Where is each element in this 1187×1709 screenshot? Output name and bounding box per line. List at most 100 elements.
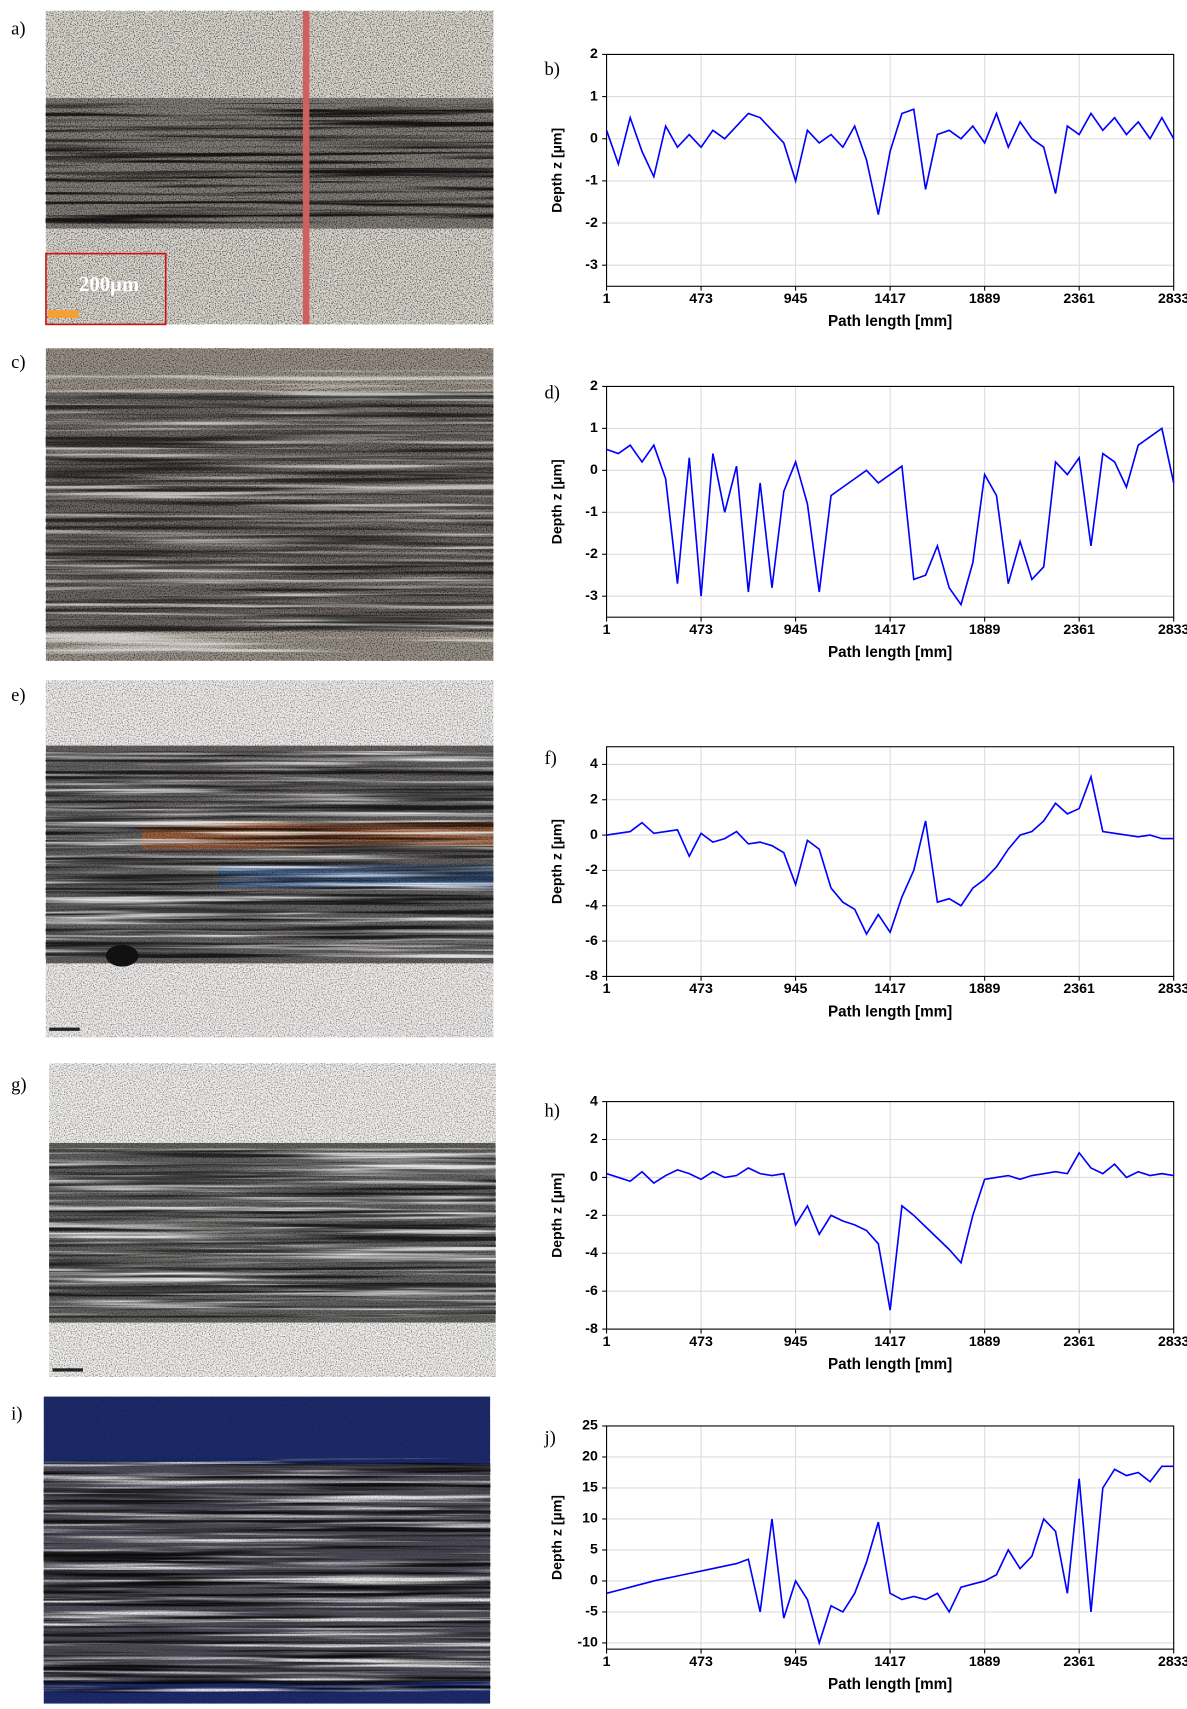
x-tick-label: 1889 bbox=[969, 980, 1001, 996]
x-tick-label: 1 bbox=[603, 290, 611, 306]
y-tick-label: 0 bbox=[590, 826, 598, 842]
x-axis-label: Path length [mm] bbox=[828, 1676, 952, 1693]
y-tick-label: -1 bbox=[585, 172, 598, 188]
panel-label: b) bbox=[545, 60, 560, 80]
plot-frame bbox=[606, 1425, 1175, 1650]
y-tick-label: -6 bbox=[585, 932, 598, 948]
x-axis-label: Path length [mm] bbox=[828, 313, 952, 330]
panel-label: c) bbox=[11, 353, 25, 373]
y-tick-label: 15 bbox=[582, 1479, 598, 1495]
x-tick-label: 2833 bbox=[1158, 980, 1187, 996]
y-tick-label: 2 bbox=[590, 790, 598, 806]
x-tick-label: 945 bbox=[784, 1333, 808, 1349]
panel-label: j) bbox=[544, 1428, 556, 1448]
y-tick-label: -2 bbox=[585, 214, 598, 230]
panel-label: i) bbox=[11, 1404, 22, 1424]
x-tick-label: 1 bbox=[603, 621, 611, 637]
panel-label: d) bbox=[545, 383, 560, 403]
y-tick-label: -3 bbox=[585, 256, 598, 272]
x-tick-label: 1 bbox=[603, 1333, 611, 1349]
y-tick-label: -8 bbox=[585, 1320, 598, 1336]
x-tick-label: 1417 bbox=[874, 980, 906, 996]
x-axis-label: Path length [mm] bbox=[828, 1003, 952, 1020]
micrograph-i bbox=[43, 1396, 491, 1704]
x-tick-label: 473 bbox=[689, 1653, 713, 1669]
y-axis-label: Depth z [µm] bbox=[548, 128, 564, 213]
y-tick-label: 2 bbox=[590, 45, 598, 61]
y-tick-label: -3 bbox=[585, 587, 598, 603]
y-tick-label: -4 bbox=[585, 1244, 598, 1260]
x-tick-label: 1 bbox=[603, 1653, 611, 1669]
x-tick-label: 2361 bbox=[1063, 290, 1095, 306]
y-tick-label: 0 bbox=[590, 1168, 598, 1184]
plot-frame bbox=[606, 385, 1175, 618]
x-tick-label: 1889 bbox=[969, 621, 1001, 637]
y-tick-label: 1 bbox=[590, 87, 598, 103]
data-line bbox=[605, 108, 1175, 215]
y-axis-label: Depth z [µm] bbox=[548, 819, 564, 904]
x-tick-label: 2833 bbox=[1158, 621, 1187, 637]
micrograph-g bbox=[49, 1063, 496, 1377]
panel-label: e) bbox=[11, 686, 25, 706]
x-tick-label: 2361 bbox=[1063, 621, 1095, 637]
y-tick-label: 20 bbox=[582, 1448, 598, 1464]
x-tick-label: 2361 bbox=[1063, 1333, 1095, 1349]
x-tick-label: 2833 bbox=[1158, 290, 1187, 306]
x-tick-label: 2833 bbox=[1158, 1333, 1187, 1349]
x-tick-label: 2361 bbox=[1063, 980, 1095, 996]
y-tick-label: 2 bbox=[590, 377, 598, 393]
x-tick-label: 473 bbox=[689, 290, 713, 306]
y-tick-label: 10 bbox=[582, 1510, 598, 1526]
plot-frame bbox=[606, 53, 1175, 287]
y-tick-label: 1 bbox=[590, 419, 598, 435]
x-tick-label: 1417 bbox=[874, 621, 906, 637]
y-tick-label: -10 bbox=[577, 1634, 598, 1650]
micrograph-e bbox=[45, 680, 494, 1038]
x-tick-label: 945 bbox=[784, 1653, 808, 1669]
data-line bbox=[606, 1151, 1174, 1311]
data-line bbox=[606, 427, 1175, 607]
x-tick-label: 1889 bbox=[969, 290, 1001, 306]
y-axis-label: Depth z [µm] bbox=[548, 1495, 564, 1580]
x-tick-label: 1889 bbox=[969, 1333, 1001, 1349]
x-tick-label: 1 bbox=[603, 980, 611, 996]
panel-label: g) bbox=[11, 1076, 26, 1096]
y-tick-label: 2 bbox=[590, 1130, 598, 1146]
micrograph-c bbox=[45, 348, 494, 661]
y-tick-label: -4 bbox=[585, 896, 598, 912]
x-tick-label: 1889 bbox=[969, 1653, 1001, 1669]
x-axis-label: Path length [mm] bbox=[828, 644, 952, 661]
y-tick-label: -8 bbox=[585, 967, 598, 983]
x-tick-label: 945 bbox=[784, 621, 808, 637]
x-tick-label: 945 bbox=[784, 290, 808, 306]
y-tick-label: -2 bbox=[585, 545, 598, 561]
y-tick-label: -6 bbox=[585, 1282, 598, 1298]
y-tick-label: 4 bbox=[590, 755, 598, 771]
x-tick-label: 473 bbox=[689, 1333, 713, 1349]
y-axis-label: Depth z [µm] bbox=[548, 459, 564, 544]
x-tick-label: 1417 bbox=[874, 1653, 906, 1669]
x-tick-label: 473 bbox=[689, 980, 713, 996]
y-tick-label: -2 bbox=[585, 1206, 598, 1222]
y-tick-label: 25 bbox=[582, 1417, 598, 1433]
x-tick-label: 945 bbox=[784, 980, 808, 996]
plot-frame bbox=[606, 746, 1175, 977]
data-line bbox=[606, 1465, 1174, 1646]
x-tick-label: 2833 bbox=[1158, 1653, 1187, 1669]
y-tick-label: -1 bbox=[585, 503, 598, 519]
panel-label: f) bbox=[545, 749, 557, 769]
panel-label: a) bbox=[11, 20, 25, 40]
scale-bar-label: 200µm bbox=[79, 274, 139, 296]
y-tick-label: 5 bbox=[590, 1541, 598, 1557]
y-tick-label: -2 bbox=[585, 861, 598, 877]
y-axis-label: Depth z [µm] bbox=[548, 1173, 564, 1258]
plot-frame bbox=[606, 1101, 1175, 1330]
y-tick-label: 0 bbox=[590, 1572, 598, 1588]
y-tick-label: 0 bbox=[590, 461, 598, 477]
x-tick-label: 1417 bbox=[874, 1333, 906, 1349]
panel-label: h) bbox=[545, 1102, 560, 1122]
x-tick-label: 1417 bbox=[874, 290, 906, 306]
micrograph-a bbox=[45, 10, 494, 326]
